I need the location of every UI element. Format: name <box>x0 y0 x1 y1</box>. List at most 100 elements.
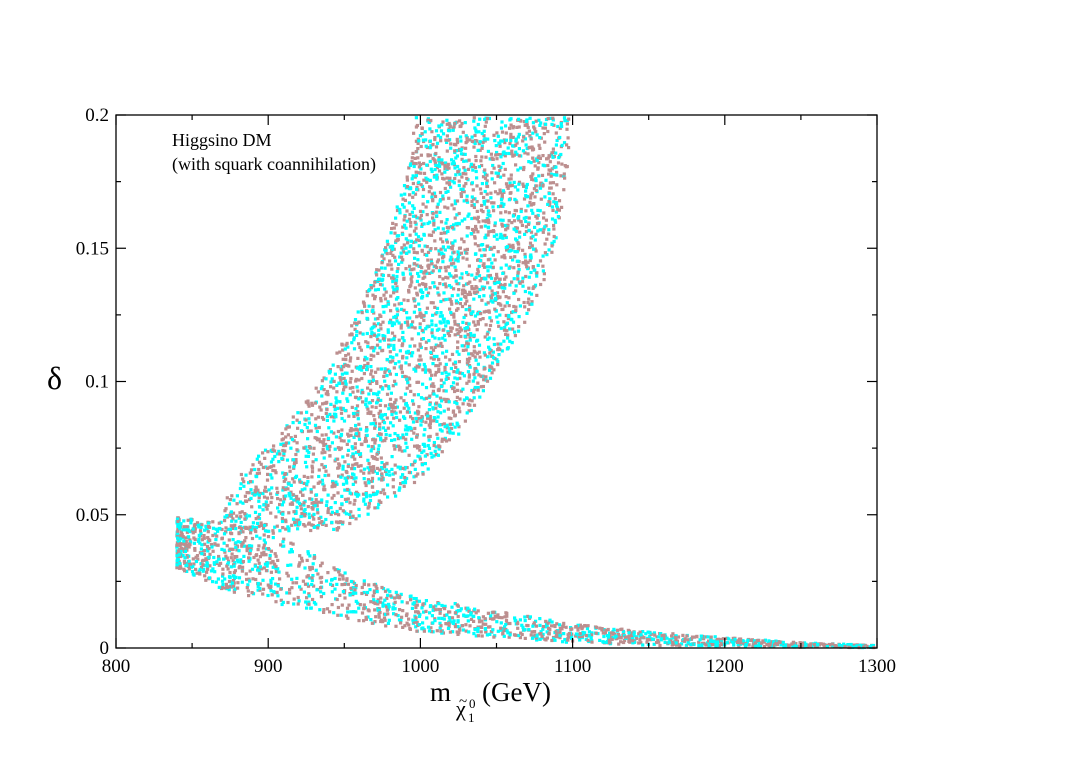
scatter-point <box>336 466 340 470</box>
scatter-point <box>185 569 189 573</box>
scatter-point <box>494 171 498 175</box>
scatter-point <box>456 423 460 427</box>
scatter-point <box>530 177 534 181</box>
scatter-point <box>409 277 413 281</box>
scatter-point <box>475 352 479 356</box>
scatter-point <box>432 191 437 195</box>
scatter-point <box>720 638 724 642</box>
scatter-point <box>363 304 367 308</box>
scatter-point <box>179 548 183 553</box>
scatter-point <box>476 244 480 248</box>
scatter-point <box>405 311 409 315</box>
scatter-point <box>570 634 574 638</box>
scatter-point <box>510 221 514 225</box>
scatter-point <box>652 631 656 635</box>
scatter-point <box>463 419 467 423</box>
scatter-point <box>428 139 432 143</box>
scatter-point <box>456 221 460 226</box>
scatter-point <box>532 125 536 129</box>
scatter-point <box>358 345 362 349</box>
scatter-point <box>377 612 381 616</box>
scatter-point <box>504 611 508 615</box>
scatter-point <box>480 254 484 258</box>
scatter-point <box>407 406 411 410</box>
scatter-point <box>490 247 494 251</box>
scatter-point <box>215 543 219 547</box>
scatter-point <box>299 514 303 519</box>
scatter-point <box>415 380 419 384</box>
scatter-point <box>482 248 486 252</box>
scatter-point <box>262 550 266 554</box>
scatter-point <box>492 635 496 639</box>
scatter-point <box>332 527 336 531</box>
scatter-point <box>405 601 409 605</box>
scatter-point <box>320 478 324 482</box>
scatter-point <box>552 200 556 204</box>
scatter-point <box>250 536 255 541</box>
scatter-point <box>324 579 329 583</box>
scatter-point <box>563 119 567 123</box>
scatter-point <box>524 230 528 234</box>
scatter-point <box>235 555 239 559</box>
scatter-point <box>355 490 359 494</box>
scatter-point <box>361 400 365 404</box>
scatter-point <box>490 276 494 280</box>
scatter-point <box>347 439 351 443</box>
scatter-point <box>458 330 462 334</box>
scatter-point <box>284 494 288 498</box>
scatter-point <box>283 487 287 492</box>
scatter-point <box>340 583 344 587</box>
scatter-point <box>422 610 426 614</box>
scatter-point <box>403 192 407 196</box>
scatter-point <box>396 237 400 242</box>
scatter-point <box>269 578 273 582</box>
scatter-point <box>456 340 460 344</box>
scatter-point <box>401 250 406 254</box>
scatter-point <box>407 166 411 170</box>
scatter-point <box>428 370 432 374</box>
scatter-point <box>379 327 383 331</box>
scatter-point <box>356 601 360 605</box>
scatter-point <box>472 390 476 394</box>
scatter-point <box>414 150 418 154</box>
scatter-point <box>346 345 350 349</box>
scatter-point <box>320 433 324 437</box>
scatter-point <box>389 294 393 298</box>
scatter-point <box>492 337 496 341</box>
scatter-point <box>429 260 434 264</box>
scatter-point <box>523 137 527 141</box>
scatter-point <box>513 616 517 620</box>
scatter-point <box>446 626 451 630</box>
scatter-point <box>434 406 438 410</box>
scatter-point <box>305 606 309 610</box>
scatter-point <box>267 529 271 533</box>
scatter-point <box>472 609 476 613</box>
scatter-point <box>503 326 507 330</box>
scatter-point <box>439 629 443 633</box>
scatter-point <box>779 643 783 647</box>
scatter-point <box>449 416 453 421</box>
scatter-point <box>434 323 438 327</box>
scatter-point <box>408 233 412 237</box>
scatter-point <box>217 554 221 559</box>
scatter-point <box>639 635 644 639</box>
scatter-point <box>455 382 459 386</box>
scatter-point <box>440 371 444 375</box>
scatter-point <box>203 574 207 578</box>
scatter-point <box>337 462 341 466</box>
scatter-point <box>481 219 485 223</box>
scatter-point <box>352 467 357 471</box>
scatter-point <box>548 169 553 173</box>
scatter-point <box>477 130 481 134</box>
scatter-point <box>415 238 419 242</box>
scatter-point <box>662 633 666 637</box>
scatter-point <box>457 425 461 429</box>
scatter-point <box>456 346 460 350</box>
scatter-point <box>287 527 291 531</box>
scatter-point <box>341 509 345 513</box>
scatter-point <box>429 451 433 455</box>
scatter-point <box>528 245 532 250</box>
scatter-point <box>438 396 443 400</box>
scatter-point <box>475 272 479 276</box>
scatter-point <box>205 559 209 563</box>
